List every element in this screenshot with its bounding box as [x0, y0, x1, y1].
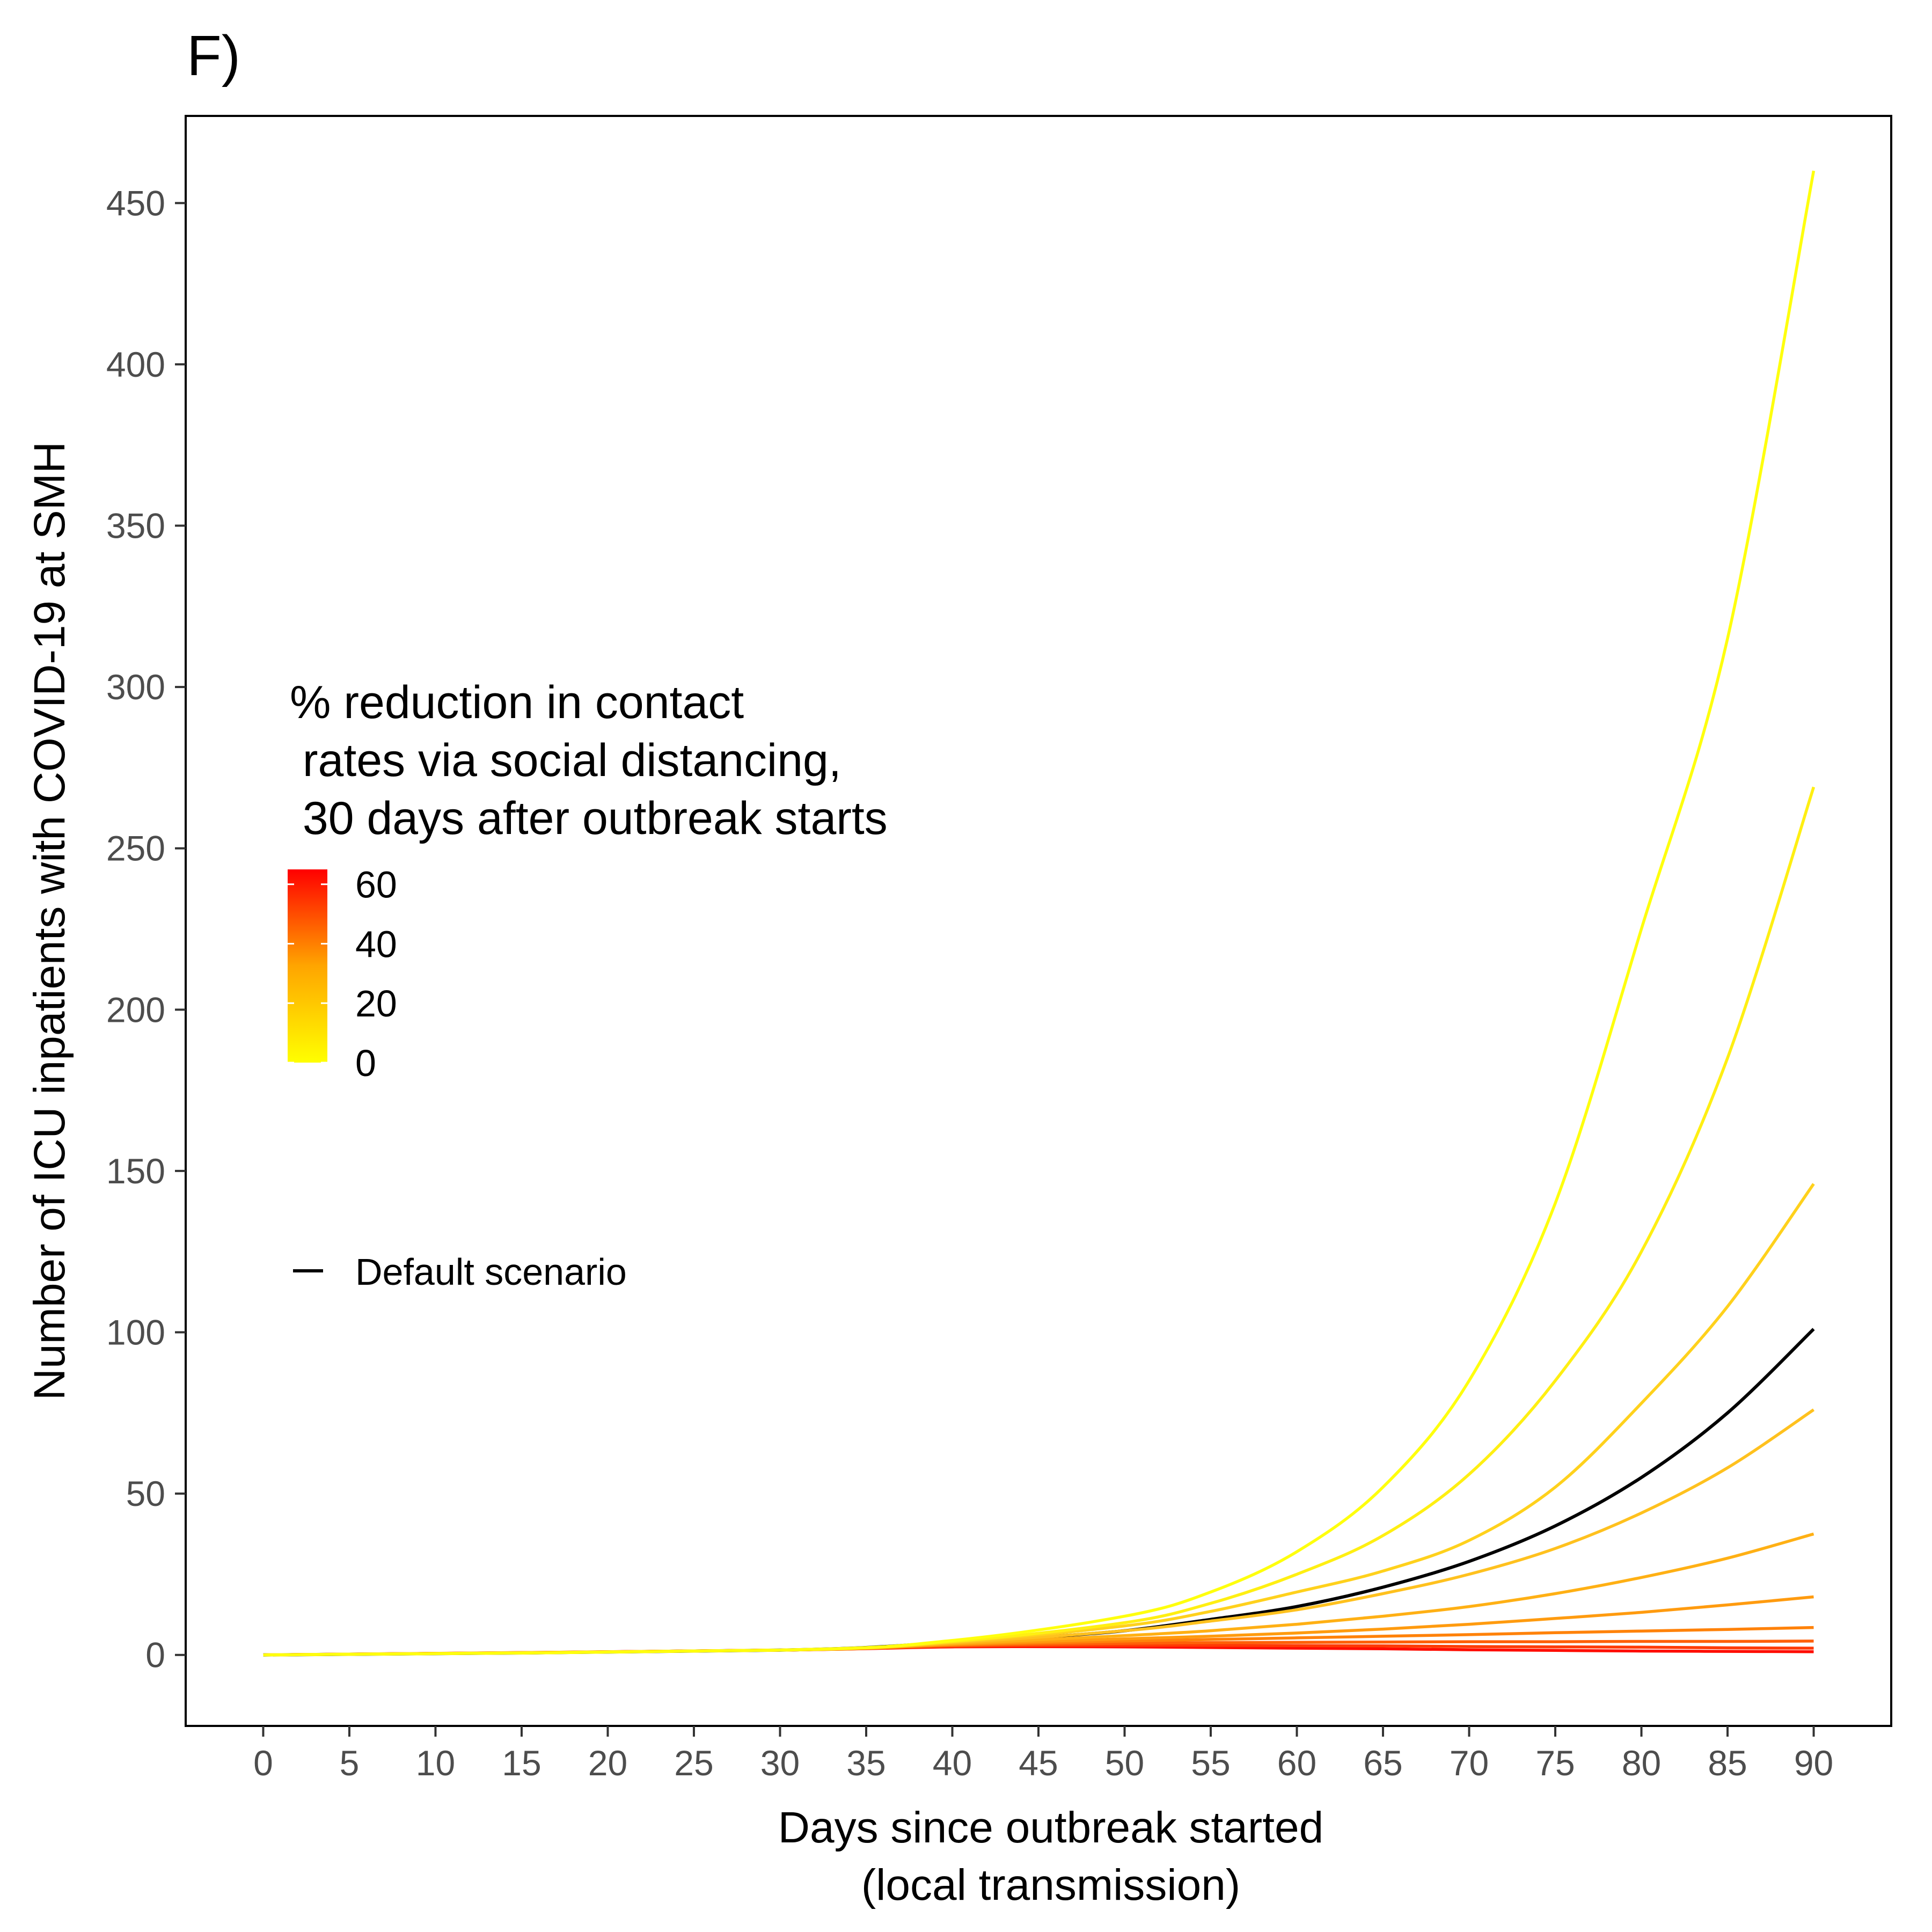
y-axis: 0 50 100 150 200 250 300 350 400 450 [106, 183, 186, 1675]
panel-label: F) [187, 24, 240, 87]
y-axis-title: Number of ICU inpatients with COVID-19 a… [25, 442, 74, 1400]
x-axis-title-line-1: Days since outbreak started [778, 1803, 1323, 1852]
x-tick-label: 55 [1191, 1743, 1230, 1783]
colorbar-labels: 60 40 20 0 [288, 864, 397, 1084]
x-tick-label: 65 [1363, 1743, 1402, 1783]
y-tick-label: 150 [106, 1151, 165, 1191]
x-tick-label: 40 [933, 1743, 972, 1783]
x-tick-label: 45 [1019, 1743, 1058, 1783]
y-tick-label: 400 [106, 345, 165, 384]
y-tick-label: 350 [106, 506, 165, 546]
y-tick-label: 0 [145, 1635, 165, 1675]
legend-title-line-3: 30 days after outbreak starts [290, 793, 888, 844]
series-lines [263, 170, 1816, 1657]
colorbar-label: 60 [355, 864, 397, 906]
x-tick-label: 30 [760, 1743, 800, 1783]
series-line-reduction-0 [263, 170, 1816, 1657]
legend-default-scenario-label: Default scenario [355, 1251, 627, 1293]
x-tick-label: 25 [674, 1743, 713, 1783]
y-tick-label: 50 [126, 1474, 165, 1513]
x-tick-label: 60 [1277, 1743, 1316, 1783]
legend-title-line-2: rates via social distancing, [290, 735, 841, 786]
x-tick-label: 35 [846, 1743, 885, 1783]
colorbar-label: 20 [355, 983, 397, 1024]
x-tick-label: 15 [502, 1743, 541, 1783]
x-tick-label: 5 [340, 1743, 360, 1783]
y-tick-label: 200 [106, 990, 165, 1029]
x-axis-title-line-2: (local transmission) [861, 1861, 1240, 1909]
y-tick-label: 300 [106, 667, 165, 707]
x-tick-label: 50 [1105, 1743, 1144, 1783]
colorbar [288, 869, 327, 1063]
x-tick-label: 70 [1450, 1743, 1489, 1783]
x-tick-label: 80 [1622, 1743, 1661, 1783]
legend-title-line-1: % reduction in contact [290, 677, 744, 728]
colorbar-label: 0 [355, 1042, 376, 1084]
x-tick-label: 75 [1535, 1743, 1575, 1783]
colorbar-label: 40 [355, 923, 397, 965]
x-tick-label: 0 [253, 1743, 273, 1783]
x-tick-label: 10 [416, 1743, 455, 1783]
y-tick-label: 450 [106, 183, 165, 223]
x-tick-label: 85 [1708, 1743, 1747, 1783]
x-tick-label: 90 [1794, 1743, 1833, 1783]
x-axis: 0 5 10 15 20 25 30 35 40 45 50 55 60 65 70 75 80 85 90 [253, 1726, 1833, 1783]
y-tick-label: 100 [106, 1313, 165, 1352]
legend: % reduction in contact rates via social … [288, 677, 888, 1293]
y-tick-label: 250 [106, 829, 165, 868]
x-tick-label: 20 [588, 1743, 627, 1783]
